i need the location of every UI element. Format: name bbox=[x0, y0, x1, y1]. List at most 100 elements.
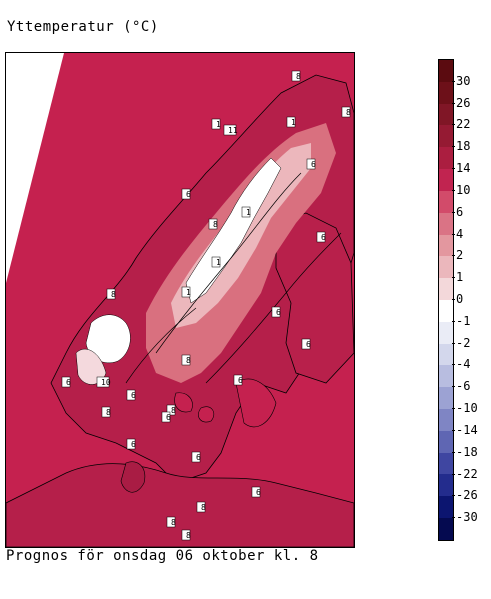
value-label: 6 bbox=[196, 453, 201, 462]
legend-swatch bbox=[439, 321, 453, 344]
legend-label: -2 bbox=[456, 335, 471, 350]
value-label: 1 bbox=[216, 258, 221, 267]
legend-swatch bbox=[439, 518, 453, 540]
value-label-bg bbox=[211, 256, 221, 268]
legend-swatch bbox=[439, 103, 453, 126]
legend-tick bbox=[452, 189, 455, 191]
baltic-inlet bbox=[235, 378, 277, 428]
value-label-bg bbox=[106, 288, 116, 300]
legend-swatch bbox=[439, 278, 453, 300]
legend-label: -18 bbox=[456, 444, 478, 459]
value-label: 10 bbox=[101, 378, 111, 387]
value-label: 6 bbox=[321, 233, 326, 242]
legend-label: -22 bbox=[456, 466, 478, 481]
value-label: 6 bbox=[166, 413, 171, 422]
legend-tick bbox=[452, 211, 455, 213]
lake bbox=[198, 406, 215, 423]
legend-tick bbox=[452, 495, 455, 497]
value-label: 6 bbox=[186, 190, 191, 199]
legend-tick bbox=[452, 517, 455, 519]
legend-tick bbox=[452, 408, 455, 410]
value-label: 8 bbox=[106, 408, 111, 417]
legend-swatch bbox=[439, 452, 453, 475]
legend-swatch bbox=[439, 430, 453, 453]
value-label: 1 bbox=[246, 208, 251, 217]
isotherm-line bbox=[125, 307, 197, 384]
value-label-bg bbox=[196, 501, 206, 513]
temperature-map: 8 8 6 11 1 1 6 8 1 6 1 1 8 10 6 6 8 6 6 8 6 6 8 8 8 6 6 6 8 bbox=[5, 52, 355, 548]
value-label-bg bbox=[166, 404, 176, 416]
value-label-bg bbox=[291, 70, 301, 82]
legend-label: 4 bbox=[456, 226, 464, 241]
value-label-bg bbox=[271, 306, 281, 318]
value-label: 6 bbox=[238, 376, 243, 385]
value-label: 6 bbox=[256, 488, 261, 497]
mountain-snow-zone bbox=[185, 157, 282, 304]
legend-label: -6 bbox=[456, 379, 471, 394]
value-label: 6 bbox=[131, 391, 136, 400]
value-label: 8 bbox=[186, 356, 191, 365]
value-label: 8 bbox=[186, 531, 191, 540]
legend-swatch bbox=[439, 60, 453, 82]
legend-swatch bbox=[439, 125, 453, 148]
value-label-bg bbox=[126, 438, 136, 450]
legend-tick bbox=[452, 255, 455, 257]
value-label: 6 bbox=[276, 308, 281, 317]
legend-swatch bbox=[439, 190, 453, 213]
legend-tick bbox=[452, 168, 455, 170]
value-label: 11 bbox=[228, 126, 238, 135]
value-label-bg bbox=[166, 516, 176, 528]
value-label: 8 bbox=[213, 220, 218, 229]
legend-label: 26 bbox=[456, 95, 471, 110]
continental-land bbox=[6, 463, 354, 547]
legend-label: 22 bbox=[456, 117, 471, 132]
legend-swatch bbox=[439, 234, 453, 257]
value-label: 8 bbox=[171, 518, 176, 527]
legend-label: -30 bbox=[456, 510, 478, 525]
legend-tick bbox=[452, 146, 455, 148]
legend-swatch bbox=[439, 212, 453, 235]
legend-swatch bbox=[439, 147, 453, 170]
lake bbox=[174, 392, 193, 413]
value-label-bg bbox=[61, 376, 71, 388]
cold-zone bbox=[75, 348, 107, 385]
legend-tick bbox=[452, 320, 455, 322]
value-label: 6 bbox=[66, 378, 71, 387]
legend-label: 6 bbox=[456, 204, 464, 219]
legend-label: -26 bbox=[456, 488, 478, 503]
value-label-bg bbox=[96, 376, 110, 388]
isotherm-line bbox=[205, 232, 342, 384]
legend-label: 2 bbox=[456, 248, 464, 263]
value-label-bg bbox=[233, 374, 243, 386]
legend-label: -10 bbox=[456, 401, 478, 416]
value-label: 1 bbox=[291, 118, 296, 127]
legend-tick bbox=[452, 299, 455, 300]
value-label-bg bbox=[211, 118, 221, 130]
outside-domain-area bbox=[6, 53, 64, 283]
value-label: 8 bbox=[346, 108, 351, 117]
value-label: 1 bbox=[186, 288, 191, 297]
value-label-bg bbox=[101, 406, 111, 418]
denmark-land bbox=[120, 461, 146, 493]
value-label-bg bbox=[181, 286, 191, 298]
value-label: 8 bbox=[201, 503, 206, 512]
legend-swatch bbox=[439, 81, 453, 104]
legend-label: -1 bbox=[456, 313, 471, 328]
color-legend bbox=[438, 59, 454, 541]
legend-tick bbox=[452, 386, 455, 388]
value-label-bg bbox=[241, 206, 251, 218]
legend-label: -4 bbox=[456, 357, 471, 372]
value-label-bg bbox=[181, 529, 191, 541]
legend-swatch bbox=[439, 299, 453, 322]
legend-swatch bbox=[439, 387, 453, 409]
legend-label: 30 bbox=[456, 73, 471, 88]
value-label-bg bbox=[286, 116, 296, 128]
legend-tick bbox=[452, 102, 455, 104]
map-title: Yttemperatur (°C) bbox=[7, 19, 159, 35]
value-label-bg bbox=[126, 389, 136, 401]
legend-tick bbox=[452, 342, 455, 344]
value-label-bg bbox=[223, 124, 237, 136]
value-label: 8 bbox=[171, 406, 176, 415]
